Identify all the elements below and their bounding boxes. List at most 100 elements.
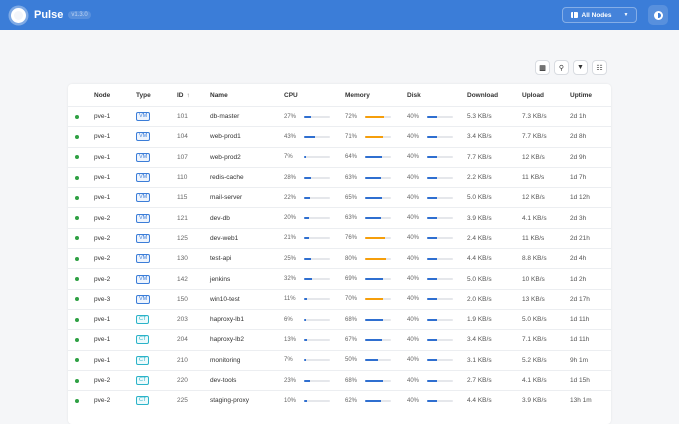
memory-bar — [365, 338, 391, 341]
name-cell: web-prod1 — [210, 133, 241, 141]
search-button[interactable]: ⚲ — [554, 60, 569, 75]
memory-bar — [365, 156, 391, 159]
table-row[interactable]: pve-1 VM 115 mail-server 22% 65% 40% 5.0… — [68, 187, 611, 207]
table-row[interactable]: pve-1 CT 203 haproxy-lb1 6% 68% 40% 1.9 … — [68, 308, 611, 329]
col-name[interactable]: Name — [210, 91, 228, 99]
theme-toggle-icon — [653, 10, 663, 20]
server-grid-icon — [570, 12, 578, 18]
id-cell: 225 — [177, 397, 188, 405]
node-cell: pve-1 — [94, 336, 111, 344]
cpu-bar — [304, 338, 330, 341]
node-filter-select[interactable]: All Nodes ▼ — [562, 7, 637, 23]
memory-value: 63% — [345, 174, 358, 181]
id-cell: 203 — [177, 316, 188, 324]
table-row[interactable]: pve-1 VM 107 web-prod2 7% 64% 40% 7.7 KB… — [68, 146, 611, 167]
disk-value: 40% — [407, 194, 420, 201]
name-cell: test-api — [210, 255, 232, 263]
col-upload[interactable]: Upload — [522, 91, 545, 99]
col-id[interactable]: ID ↑ — [177, 92, 210, 99]
table-row[interactable]: pve-2 CT 225 staging-proxy 10% 62% 40% 4… — [68, 390, 611, 410]
id-cell: 220 — [177, 377, 188, 384]
memory-value: 50% — [345, 357, 358, 364]
memory-value: 76% — [345, 235, 358, 242]
cpu-value: 22% — [284, 194, 297, 201]
columns-icon: ▥ — [539, 64, 546, 72]
disk-value: 40% — [407, 296, 420, 303]
search-icon: ⚲ — [558, 64, 565, 72]
disk-bar — [427, 115, 453, 118]
disk-value: 40% — [407, 133, 420, 140]
table-row[interactable]: pve-2 CT 220 dev-tools 23% 68% 40% 2.7 K… — [68, 369, 611, 390]
col-node[interactable]: Node — [94, 91, 111, 99]
settings-button[interactable]: ☷ — [592, 60, 607, 75]
type-badge: CT — [136, 335, 150, 345]
cpu-value: 11% — [284, 296, 296, 303]
col-memory[interactable]: Memory — [345, 91, 370, 99]
filter-button[interactable]: ▼ — [573, 60, 588, 75]
upload-cell: 5.2 KB/s — [522, 356, 547, 364]
table-row[interactable]: pve-1 VM 104 web-prod1 43% 71% 40% 3.4 K… — [68, 126, 611, 146]
table-row[interactable]: pve-1 CT 204 haproxy-lb2 13% 67% 40% 3.4… — [68, 329, 611, 349]
columns-button[interactable]: ▥ — [535, 60, 550, 75]
uptime-cell: 2d 1h — [570, 113, 587, 121]
memory-value: 70% — [345, 296, 358, 303]
sort-ascending-icon: ↑ — [186, 91, 190, 99]
cpu-value: 7% — [284, 357, 293, 364]
memory-value: 68% — [345, 316, 358, 323]
cpu-value: 27% — [284, 113, 297, 120]
node-cell: pve-2 — [94, 397, 111, 405]
cpu-value: 23% — [284, 377, 297, 384]
upload-cell: 12 KB/s — [522, 153, 545, 161]
name-cell: staging-proxy — [210, 397, 250, 405]
col-download[interactable]: Download — [467, 91, 499, 99]
download-cell: 4.4 KB/s — [467, 255, 492, 263]
upload-cell: 4.1 KB/s — [522, 214, 547, 222]
memory-value: 64% — [345, 154, 358, 161]
upload-cell: 11 KB/s — [522, 174, 545, 182]
disk-bar — [427, 399, 453, 402]
col-uptime[interactable]: Uptime — [570, 91, 593, 99]
table-row[interactable]: pve-3 VM 150 win10-test 11% 70% 40% 2.0 … — [68, 288, 611, 309]
disk-bar — [427, 237, 453, 240]
cpu-value: 21% — [284, 235, 297, 242]
status-running-icon — [75, 358, 79, 363]
uptime-cell: 1d 11h — [570, 336, 590, 344]
table-row[interactable]: pve-1 VM 110 redis-cache 28% 63% 40% 2.2… — [68, 166, 611, 187]
table-row[interactable]: pve-2 VM 142 jenkins 32% 69% 40% 5.0 KB/… — [68, 268, 611, 288]
type-badge: VM — [136, 112, 151, 122]
node-cell: pve-2 — [94, 255, 111, 263]
name-cell: monitoring — [210, 356, 241, 364]
status-running-icon — [75, 134, 79, 139]
col-disk[interactable]: Disk — [407, 91, 421, 99]
memory-bar — [365, 399, 391, 402]
disk-value: 40% — [407, 255, 420, 262]
disk-value: 40% — [407, 154, 420, 161]
memory-value: 67% — [345, 336, 358, 343]
chevron-down-icon: ▼ — [623, 12, 629, 18]
theme-toggle-button[interactable] — [648, 5, 668, 25]
id-cell: 101 — [177, 113, 188, 121]
table-row[interactable]: pve-2 VM 130 test-api 25% 80% 40% 4.4 KB… — [68, 248, 611, 268]
disk-bar — [427, 217, 453, 220]
upload-cell: 7.1 KB/s — [522, 336, 547, 344]
node-cell: pve-3 — [94, 295, 111, 303]
cpu-value: 32% — [284, 276, 297, 283]
name-cell: db-master — [210, 113, 240, 121]
col-cpu[interactable]: CPU — [284, 91, 298, 99]
table-row[interactable]: pve-2 VM 125 dev-web1 21% 76% 40% 2.4 KB… — [68, 227, 611, 248]
table-row[interactable]: pve-1 VM 101 db-master 27% 72% 40% 5.3 K… — [68, 106, 611, 126]
table-row[interactable]: pve-2 VM 121 dev-db 20% 63% 40% 3.9 KB/s… — [68, 207, 611, 227]
disk-bar — [427, 298, 453, 301]
status-running-icon — [75, 216, 79, 221]
uptime-cell: 1d 15h — [570, 377, 590, 384]
cpu-value: 7% — [284, 154, 293, 161]
disk-value: 40% — [407, 316, 420, 323]
uptime-cell: 2d 9h — [570, 153, 587, 161]
type-badge: CT — [136, 315, 150, 325]
disk-bar — [427, 359, 453, 362]
memory-value: 63% — [345, 215, 358, 222]
table-row[interactable]: pve-1 CT 210 monitoring 7% 50% 40% 3.1 K… — [68, 349, 611, 370]
col-type[interactable]: Type — [136, 91, 151, 99]
id-cell: 107 — [177, 153, 188, 161]
type-badge: VM — [136, 274, 151, 284]
